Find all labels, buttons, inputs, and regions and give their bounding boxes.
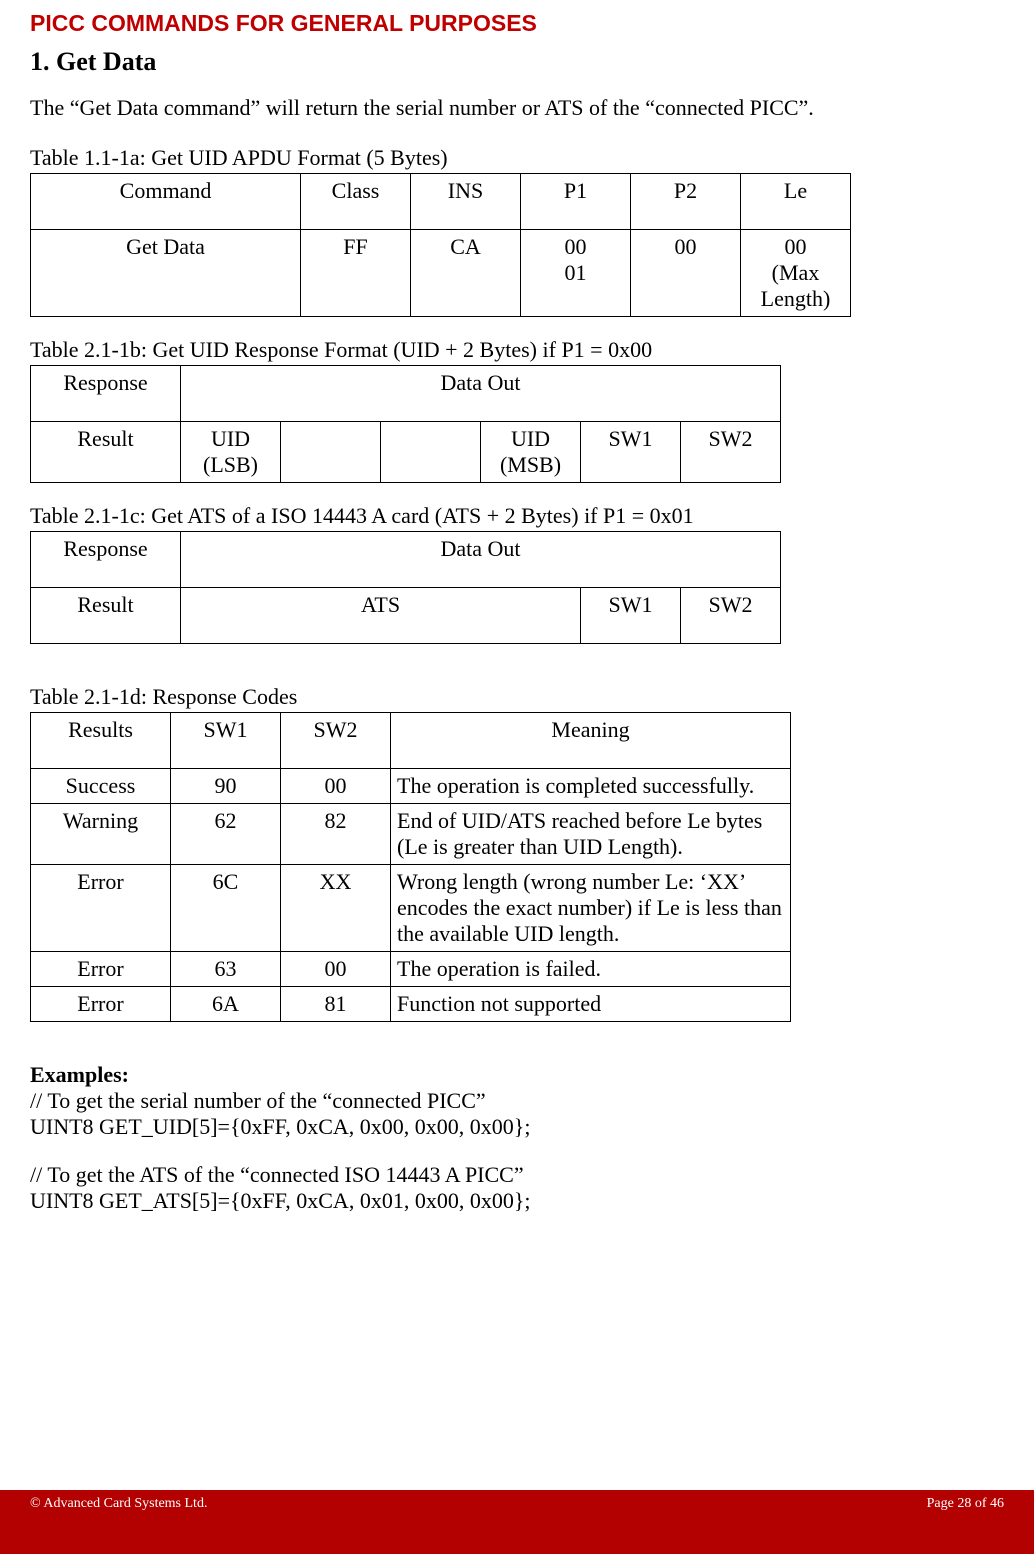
table-header: Command [31, 174, 301, 230]
table-cell: XX [281, 865, 391, 952]
table-cell: Success [31, 769, 171, 804]
table-header: Meaning [391, 713, 791, 769]
table-cell: 62 [171, 804, 281, 865]
table-row: Results SW1 SW2 Meaning [31, 713, 791, 769]
table-cell [381, 422, 481, 483]
table-cell: SW1 [581, 588, 681, 644]
table-cell: Error [31, 987, 171, 1022]
table-cell-line: 01 [527, 260, 624, 286]
table-cell: 00 [631, 230, 741, 317]
table-cell: ATS [181, 588, 581, 644]
table-cell: Error [31, 952, 171, 987]
table-cell: 63 [171, 952, 281, 987]
table-cell: 00 01 [521, 230, 631, 317]
table-cell: Get Data [31, 230, 301, 317]
table-cell: Function not supported [391, 987, 791, 1022]
table-row: Warning 62 82 End of UID/ATS reached bef… [31, 804, 791, 865]
example-comment: // To get the serial number of the “conn… [30, 1088, 1004, 1114]
table-cell: End of UID/ATS reached before Le bytes (… [391, 804, 791, 865]
table-c-caption: Table 2.1-1c: Get ATS of a ISO 14443 A c… [30, 503, 1004, 529]
table-cell: 00 (Max Length) [741, 230, 851, 317]
table-b: Response Data Out Result UID (LSB) UID (… [30, 365, 781, 483]
table-row: Error 6A 81 Function not supported [31, 987, 791, 1022]
table-header: SW2 [281, 713, 391, 769]
example-comment: // To get the ATS of the “connected ISO … [30, 1162, 1004, 1188]
table-cell: 90 [171, 769, 281, 804]
table-cell: Response [31, 366, 181, 422]
table-cell [281, 422, 381, 483]
table-row: Success 90 00 The operation is completed… [31, 769, 791, 804]
table-header: P1 [521, 174, 631, 230]
table-cell: SW2 [681, 422, 781, 483]
table-row: Result UID (LSB) UID (MSB) SW1 SW2 [31, 422, 781, 483]
table-cell: SW1 [581, 422, 681, 483]
page-footer: © Advanced Card Systems Ltd. Page 28 of … [0, 1490, 1034, 1554]
table-cell: Data Out [181, 532, 781, 588]
footer-copyright: © Advanced Card Systems Ltd. [30, 1496, 207, 1514]
table-cell: FF [301, 230, 411, 317]
table-cell: Response [31, 532, 181, 588]
table-row: Result ATS SW1 SW2 [31, 588, 781, 644]
table-cell: Result [31, 588, 181, 644]
table-row: Response Data Out [31, 532, 781, 588]
table-cell: SW2 [681, 588, 781, 644]
table-c: Response Data Out Result ATS SW1 SW2 [30, 531, 781, 644]
table-cell: 82 [281, 804, 391, 865]
table-cell: CA [411, 230, 521, 317]
table-a: Command Class INS P1 P2 Le Get Data FF C… [30, 173, 851, 317]
table-d: Results SW1 SW2 Meaning Success 90 00 Th… [30, 712, 791, 1022]
table-cell-line: 00 [527, 234, 624, 260]
table-cell: Data Out [181, 366, 781, 422]
table-d-caption: Table 2.1-1d: Response Codes [30, 684, 1004, 710]
table-row: Error 6C XX Wrong length (wrong number L… [31, 865, 791, 952]
table-cell: 00 [281, 769, 391, 804]
heading-1: 1. Get Data [30, 47, 1004, 77]
table-cell: UID (LSB) [181, 422, 281, 483]
table-cell: UID (MSB) [481, 422, 581, 483]
example-code: UINT8 GET_UID[5]={0xFF, 0xCA, 0x00, 0x00… [30, 1114, 1004, 1140]
table-cell: The operation is failed. [391, 952, 791, 987]
table-header: Le [741, 174, 851, 230]
table-cell: 00 [281, 952, 391, 987]
table-cell: Error [31, 865, 171, 952]
table-b-caption: Table 2.1-1b: Get UID Response Format (U… [30, 337, 1004, 363]
table-cell: 81 [281, 987, 391, 1022]
footer-page-number: Page 28 of 46 [927, 1496, 1004, 1514]
section-title: PICC COMMANDS FOR GENERAL PURPOSES [30, 10, 1004, 37]
table-header: INS [411, 174, 521, 230]
table-row: Get Data FF CA 00 01 00 00 (Max Length) [31, 230, 851, 317]
table-header: SW1 [171, 713, 281, 769]
example-code: UINT8 GET_ATS[5]={0xFF, 0xCA, 0x01, 0x00… [30, 1188, 1004, 1214]
intro-paragraph: The “Get Data command” will return the s… [30, 95, 1004, 121]
table-cell: Warning [31, 804, 171, 865]
table-row: Response Data Out [31, 366, 781, 422]
table-cell-line: (Max Length) [747, 260, 844, 312]
table-cell: Result [31, 422, 181, 483]
table-header: P2 [631, 174, 741, 230]
table-row: Error 63 00 The operation is failed. [31, 952, 791, 987]
table-header: Class [301, 174, 411, 230]
examples-label: Examples: [30, 1062, 1004, 1088]
table-row: Command Class INS P1 P2 Le [31, 174, 851, 230]
table-cell: Wrong length (wrong number Le: ‘XX’ enco… [391, 865, 791, 952]
table-cell: 6A [171, 987, 281, 1022]
table-cell: The operation is completed successfully. [391, 769, 791, 804]
table-header: Results [31, 713, 171, 769]
table-a-caption: Table 1.1-1a: Get UID APDU Format (5 Byt… [30, 145, 1004, 171]
table-cell: 6C [171, 865, 281, 952]
table-cell-line: 00 [747, 234, 844, 260]
